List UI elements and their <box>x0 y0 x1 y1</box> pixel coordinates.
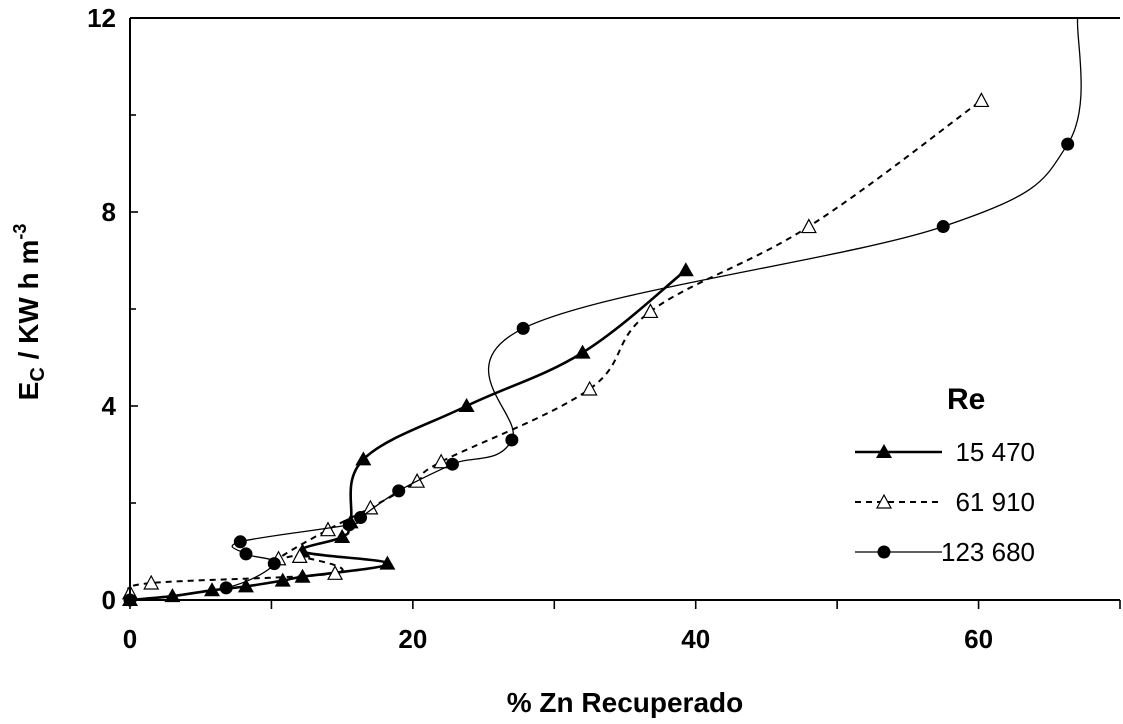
legend-title: Re <box>947 383 985 416</box>
data-point-2-2 <box>267 557 281 571</box>
legend: Re 15 470 61 910 123 680 <box>855 383 1035 567</box>
data-point-0-10 <box>355 451 372 466</box>
data-point-0-12 <box>574 344 591 359</box>
data-point-1-1 <box>143 574 160 590</box>
series-2 <box>123 17 1082 607</box>
y-axis-title-sub: C <box>27 367 49 381</box>
data-point-2-7 <box>392 484 406 498</box>
legend-item-1: 61 910 <box>855 487 1035 517</box>
data-point-1-9 <box>581 380 598 396</box>
legend-item-2: 123 680 <box>855 537 1035 567</box>
series-line-0 <box>129 269 687 602</box>
legend-label-2: 123 680 <box>941 537 1035 567</box>
y-tick-label-8: 8 <box>102 197 116 227</box>
y-axis-title-rest: / KW h m <box>13 240 44 368</box>
series-line-2 <box>129 17 1082 601</box>
y-tick-label-0: 0 <box>102 585 116 615</box>
legend-marker-0 <box>876 444 892 458</box>
legend-marker-1 <box>875 493 893 509</box>
data-point-0-2 <box>204 582 221 597</box>
data-point-0-4 <box>274 572 291 587</box>
x-tick-label-60: 60 <box>964 624 993 654</box>
y-axis-title-sup: -3 <box>10 224 30 240</box>
data-point-2-4 <box>233 535 247 549</box>
y-tick-label-12: 12 <box>87 3 116 33</box>
plot-layer <box>121 17 1082 607</box>
legend-marker-2 <box>877 545 891 559</box>
data-point-1-10 <box>642 303 659 319</box>
data-point-0-6 <box>379 555 396 570</box>
data-point-1-11 <box>800 218 817 234</box>
y-axis-title-main: E <box>13 382 44 401</box>
legend-label-1: 61 910 <box>955 487 1035 517</box>
data-point-0-11 <box>458 398 475 412</box>
series-0 <box>122 262 694 606</box>
data-point-2-6 <box>354 511 368 525</box>
data-point-2-11 <box>936 220 950 234</box>
data-point-1-8 <box>433 453 450 469</box>
x-tick-label-20: 20 <box>398 624 427 654</box>
data-point-0-3 <box>237 578 254 593</box>
series-1 <box>121 92 990 600</box>
data-point-2-12 <box>1061 137 1075 151</box>
legend-label-0: 15 470 <box>955 437 1035 467</box>
x-tick-label-40: 40 <box>681 624 710 654</box>
data-point-0-13 <box>677 262 694 277</box>
series-line-1 <box>127 99 982 594</box>
data-point-2-10 <box>516 321 530 335</box>
data-point-2-3 <box>239 547 253 561</box>
data-point-2-8 <box>445 457 459 471</box>
axis-layer: 0 4 8 12 0 20 40 60 <box>87 3 1121 654</box>
data-point-2-1 <box>219 581 233 595</box>
legend-item-0: 15 470 <box>855 437 1035 467</box>
data-point-1-2 <box>327 565 344 580</box>
y-axis-title: EC / KW h m-3 <box>10 224 49 401</box>
data-point-2-5 <box>342 518 356 532</box>
data-point-2-9 <box>505 433 519 447</box>
data-point-1-3 <box>291 548 308 563</box>
y-tick-label-4: 4 <box>102 391 117 421</box>
data-point-0-8 <box>334 528 351 543</box>
data-point-1-12 <box>973 92 990 108</box>
x-axis-title: % Zn Recuperado <box>507 687 743 718</box>
x-tick-label-0: 0 <box>123 624 137 654</box>
